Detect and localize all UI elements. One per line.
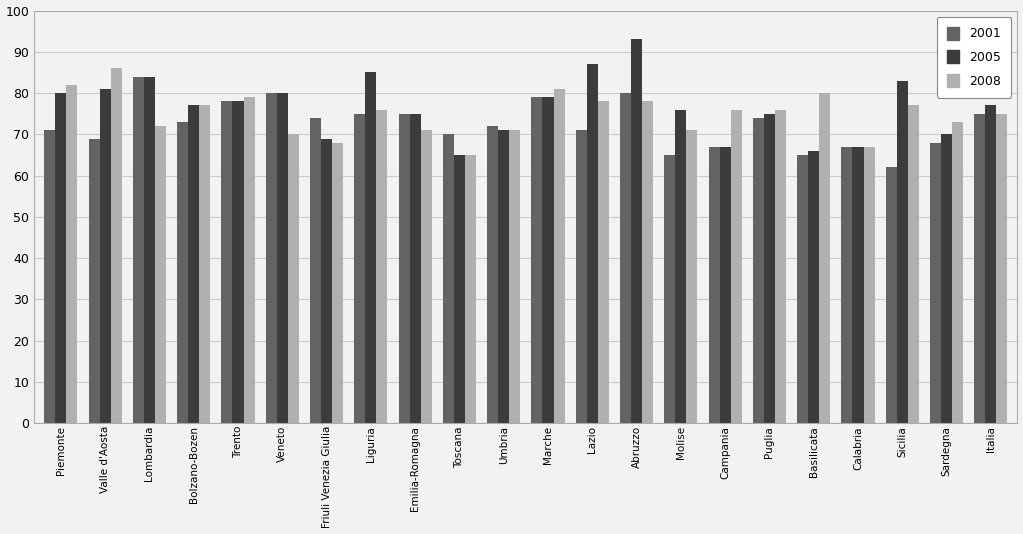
Bar <box>133 76 144 423</box>
Bar <box>764 114 775 423</box>
Bar <box>941 135 952 423</box>
Bar <box>277 93 287 423</box>
Bar <box>819 93 831 423</box>
Bar <box>243 97 255 423</box>
Bar <box>597 101 609 423</box>
Bar <box>498 130 509 423</box>
Bar <box>642 101 654 423</box>
Bar <box>99 89 110 423</box>
Bar <box>576 130 587 423</box>
Bar <box>310 118 321 423</box>
Bar <box>188 106 199 423</box>
Bar <box>719 147 730 423</box>
Bar <box>409 114 420 423</box>
Bar <box>553 89 565 423</box>
Bar <box>841 147 852 423</box>
Bar <box>664 155 675 423</box>
Bar <box>808 151 819 423</box>
Bar <box>399 114 409 423</box>
Bar <box>675 109 686 423</box>
Bar <box>465 155 476 423</box>
Bar <box>985 106 996 423</box>
Bar <box>66 85 78 423</box>
Bar <box>863 147 875 423</box>
Bar <box>321 138 332 423</box>
Bar <box>952 122 964 423</box>
Bar <box>365 73 376 423</box>
Bar <box>287 135 299 423</box>
Bar <box>886 167 897 423</box>
Bar <box>753 118 764 423</box>
Bar <box>354 114 365 423</box>
Legend: 2001, 2005, 2008: 2001, 2005, 2008 <box>937 17 1011 98</box>
Bar <box>775 109 786 423</box>
Bar <box>542 97 553 423</box>
Bar <box>620 93 631 423</box>
Bar <box>44 130 55 423</box>
Bar <box>420 130 432 423</box>
Bar <box>487 126 498 423</box>
Bar <box>177 122 188 423</box>
Bar <box>852 147 863 423</box>
Bar <box>89 138 99 423</box>
Bar <box>587 64 597 423</box>
Bar <box>930 143 941 423</box>
Bar <box>266 93 277 423</box>
Bar <box>55 93 66 423</box>
Bar <box>907 106 919 423</box>
Bar <box>730 109 742 423</box>
Bar <box>686 130 698 423</box>
Bar <box>443 135 454 423</box>
Bar <box>221 101 232 423</box>
Bar <box>709 147 719 423</box>
Bar <box>797 155 808 423</box>
Bar <box>897 81 907 423</box>
Bar <box>454 155 465 423</box>
Bar <box>232 101 243 423</box>
Bar <box>154 126 166 423</box>
Bar <box>974 114 985 423</box>
Bar <box>509 130 521 423</box>
Bar <box>199 106 211 423</box>
Bar <box>144 76 154 423</box>
Bar <box>376 109 388 423</box>
Bar <box>531 97 542 423</box>
Bar <box>631 40 642 423</box>
Bar <box>110 68 122 423</box>
Bar <box>996 114 1008 423</box>
Bar <box>332 143 343 423</box>
